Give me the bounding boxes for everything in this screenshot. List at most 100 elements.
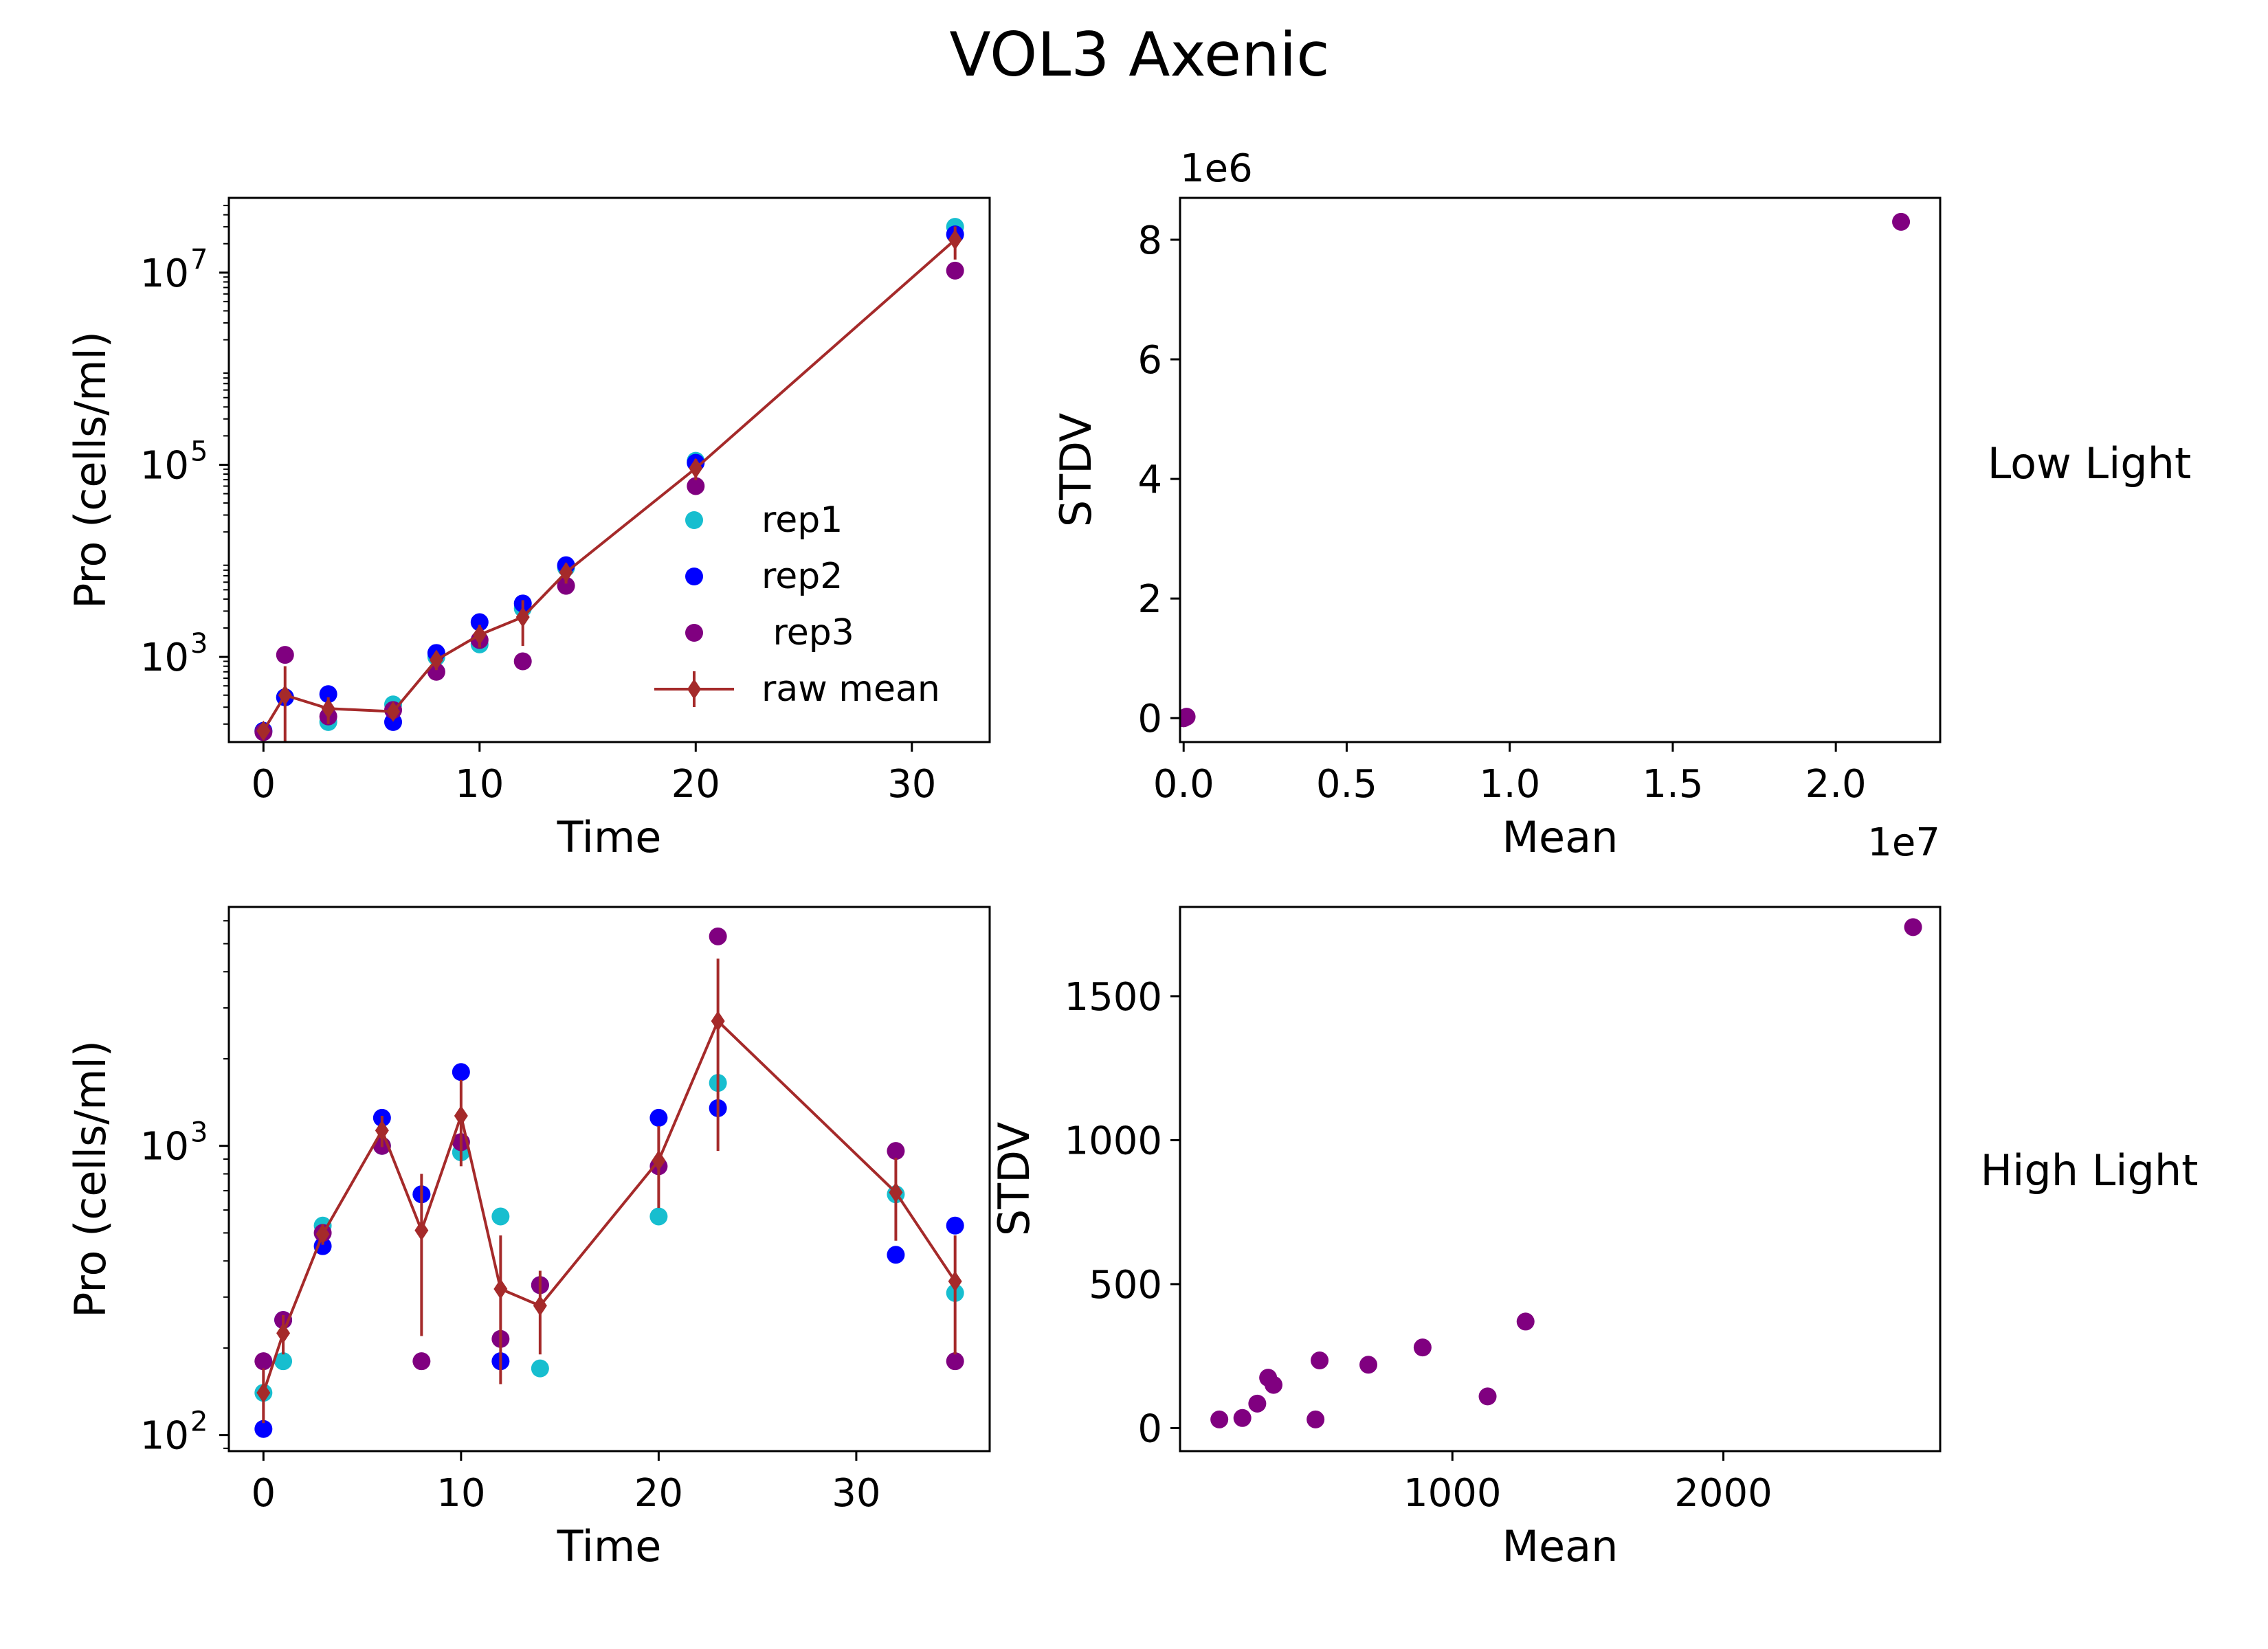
axes-frame (1179, 197, 1942, 743)
x-axis-label: Time (557, 1521, 662, 1571)
x-offset-label: 1e7 (1867, 820, 1940, 865)
y-tick-label: 10 (140, 251, 189, 296)
point-rep2 (254, 1420, 273, 1438)
y-tick-exponent: 5 (190, 436, 208, 467)
point-rep3 (276, 646, 294, 664)
figure-title: VOL3 Axenic (949, 19, 1329, 90)
scatter-point (1248, 1394, 1267, 1413)
legend-marker-rep2 (685, 568, 703, 585)
row-label-low-light: Low Light (1988, 438, 2192, 489)
panel-bottom-right: 1000 2000 0 500 1000 1500 Mean STDV (989, 906, 1942, 1571)
mean-marker (889, 1182, 903, 1203)
legend-label: rep2 (761, 556, 843, 597)
y-axis-label: Pro (cells/ml) (65, 331, 115, 609)
x-tick-label: 20 (671, 762, 720, 807)
x-tick-label: 2000 (1674, 1471, 1772, 1516)
y-tick-label: 10 (140, 443, 189, 488)
y-tick-label: 6 (1137, 338, 1162, 383)
legend-marker-rep3 (685, 624, 703, 642)
mean-marker (948, 229, 962, 250)
point-rep1 (649, 1207, 668, 1226)
y-tick-label: 0 (1137, 697, 1162, 741)
mean-marker (472, 624, 487, 645)
x-tick-label: 0.0 (1153, 762, 1214, 807)
scatter-point (1478, 1387, 1497, 1406)
point-rep2 (452, 1063, 470, 1081)
mean-marker (454, 1106, 468, 1127)
legend-label: rep3 (761, 612, 854, 653)
x-tick-label: 0 (251, 1471, 276, 1516)
x-axis-label: Mean (1502, 812, 1619, 862)
mean-marker (533, 1295, 547, 1316)
panel-top-right: 0.0 0.5 1.0 1.5 2.0 0 2 4 6 8 Mean STDV 1e7 1e6 (1051, 146, 1942, 865)
x-tick-label: 1.5 (1642, 762, 1703, 807)
x-tick-label: 1000 (1403, 1471, 1502, 1516)
scatter-point (1892, 212, 1911, 231)
x-tick-label: 10 (436, 1471, 485, 1516)
legend-label: raw mean (761, 669, 940, 710)
point-rep3 (946, 1352, 964, 1371)
x-tick-label: 10 (455, 762, 504, 807)
mean-marker (493, 1279, 508, 1300)
scatter-point (1904, 918, 1922, 936)
mean-marker (315, 1224, 330, 1245)
axes-frame (227, 906, 991, 1452)
y-tick-label: 10 (140, 1125, 189, 1169)
point-rep2 (946, 1216, 964, 1235)
mean-marker (559, 561, 573, 583)
x-axis-label: Mean (1502, 1521, 1619, 1571)
row-label-high-light: High Light (1981, 1145, 2199, 1196)
point-rep3 (557, 576, 575, 595)
mean-marker (948, 1270, 962, 1292)
point-rep1 (274, 1352, 293, 1371)
series-line-raw-mean (262, 238, 957, 732)
x-tick-label: 30 (832, 1471, 880, 1516)
y-tick-label: 10 (140, 1414, 189, 1459)
mean-marker (414, 1220, 429, 1241)
mean-marker (429, 649, 443, 671)
mean-marker (276, 1323, 291, 1344)
mean-marker (321, 698, 335, 719)
x-tick-label: 1.0 (1479, 762, 1540, 807)
point-rep1 (531, 1359, 549, 1378)
y-tick-label: 10 (140, 636, 189, 680)
y-tick-exponent: 2 (190, 1406, 208, 1438)
plot-area (254, 927, 964, 1438)
x-axis-label: Time (557, 812, 662, 862)
y-axis-label: STDV (1051, 413, 1101, 527)
point-rep2 (470, 613, 489, 631)
plot-area (1180, 212, 1911, 728)
legend-marker-mean (687, 679, 701, 699)
point-rep3 (513, 652, 532, 671)
mean-marker (515, 607, 530, 628)
point-rep2 (887, 1246, 905, 1264)
scatter-point (1265, 1376, 1283, 1394)
mean-marker (256, 1382, 271, 1404)
x-tick-label: 30 (887, 762, 936, 807)
plot-area (254, 218, 964, 742)
y-tick-label: 1500 (1064, 975, 1162, 1020)
y-tick-exponent: 3 (190, 628, 208, 660)
x-tick-label: 0.5 (1316, 762, 1377, 807)
mean-marker (386, 701, 401, 722)
point-rep1 (491, 1207, 510, 1226)
mean-marker (652, 1150, 666, 1171)
axes-frame (227, 197, 991, 743)
y-offset-label: 1e6 (1180, 146, 1253, 191)
mean-marker (278, 684, 292, 706)
scatter-point (1413, 1338, 1432, 1357)
y-tick-exponent: 7 (190, 244, 208, 276)
mean-marker (375, 1120, 389, 1141)
y-tick-label: 4 (1137, 458, 1162, 502)
y-tick-label: 2 (1137, 577, 1162, 622)
x-tick-label: 20 (634, 1471, 683, 1516)
y-tick-label: 8 (1137, 218, 1162, 263)
legend: rep1 rep2 rep3 raw mean (654, 500, 940, 710)
mean-marker (711, 1011, 725, 1032)
scatter-point (1359, 1356, 1378, 1374)
y-axis-label: STDV (989, 1122, 1039, 1236)
point-rep3 (412, 1352, 431, 1371)
point-rep3 (887, 1142, 905, 1160)
y-tick-label: 0 (1137, 1406, 1162, 1451)
